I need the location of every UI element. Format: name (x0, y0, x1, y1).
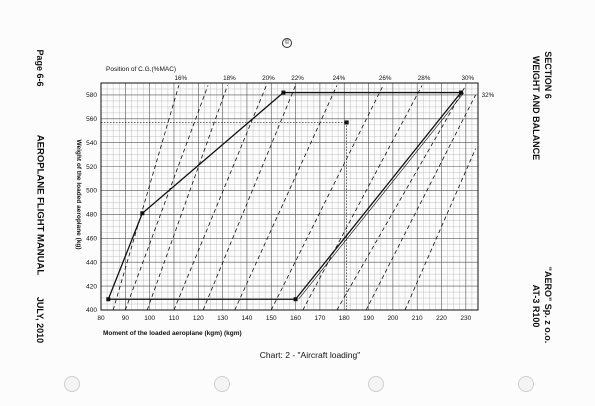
binder-hole-right (518, 376, 534, 392)
envelope-edge-offset (298, 92, 465, 300)
y-tick-label: 400 (86, 307, 97, 314)
cg-line-label: 16% (175, 75, 188, 82)
x-tick-label: 120 (193, 315, 204, 322)
axis-ticks: 80 90 100 110 120 130 140 150 160 170 180 190 200 210… (86, 92, 471, 322)
y-axis-label: Weight of the loaded aeroplane (kg) (75, 139, 82, 249)
x-tick-label: 180 (339, 315, 350, 322)
binder-hole-middle-right (368, 376, 384, 392)
cg-line (336, 85, 467, 311)
cg-line-label: 18% (223, 75, 236, 82)
x-tick-label: 190 (363, 315, 374, 322)
y-tick-label: 560 (86, 116, 97, 123)
cg-line (365, 94, 476, 311)
cg-line-end-label: 32% (482, 92, 495, 99)
envelope-vertex (458, 90, 463, 95)
y-tick-label: 460 (86, 236, 97, 243)
chart-caption: Chart: 2 - "Aircraft loading" (259, 350, 361, 360)
envelope-vertex (293, 297, 298, 302)
example-point-group (101, 120, 349, 310)
x-tick-label: 150 (266, 315, 277, 322)
page-stamp-mark: © (282, 38, 292, 48)
envelope-outline (107, 91, 463, 300)
x-tick-label: 130 (217, 315, 228, 322)
cg-lines: 16% 18% 20% 22% 24% 26% 28% 30% 32% (112, 75, 495, 311)
cg-line-label: 30% (462, 75, 475, 82)
cg-line-label: 28% (418, 75, 431, 82)
cg-line-label: 22% (291, 75, 304, 82)
cg-line (202, 85, 296, 311)
loading-envelope (106, 90, 465, 302)
x-tick-label: 230 (460, 315, 471, 322)
cg-axis-label: Position of C.G.(%MAC) (106, 66, 176, 73)
envelope-vertex (281, 90, 286, 95)
example-point (344, 120, 349, 125)
x-tick-label: 100 (144, 315, 155, 322)
cg-line (234, 85, 338, 311)
cg-line (404, 148, 476, 311)
grid-minor (101, 82, 479, 310)
x-tick-label: 160 (290, 315, 301, 322)
cg-line-label: 26% (379, 75, 392, 82)
y-tick-label: 580 (86, 92, 97, 99)
x-tick-label: 140 (242, 315, 253, 322)
cg-line-label: 24% (333, 75, 346, 82)
x-tick-label: 110 (169, 315, 180, 322)
x-tick-label: 220 (436, 315, 447, 322)
cg-line (146, 85, 228, 311)
y-tick-label: 500 (86, 188, 97, 195)
y-tick-label: 540 (86, 140, 97, 147)
x-tick-label: 90 (122, 315, 130, 322)
cg-line (302, 85, 423, 311)
cg-line (173, 85, 267, 311)
x-tick-label: 80 (97, 315, 105, 322)
envelope-vertex (106, 297, 111, 302)
x-tick-label: 170 (314, 315, 325, 322)
y-tick-label: 440 (86, 259, 97, 266)
binder-hole-left (64, 376, 80, 392)
y-tick-label: 420 (86, 283, 97, 290)
y-tick-label: 520 (86, 164, 97, 171)
binder-hole-middle-left (214, 376, 230, 392)
cg-line (124, 85, 209, 311)
cg-line-label: 20% (262, 75, 275, 82)
x-tick-label: 210 (412, 315, 423, 322)
envelope-vertex (140, 211, 145, 216)
y-tick-label: 480 (86, 212, 97, 219)
x-axis-label: Moment of the loaded aeroplane (kgm) (kg… (103, 330, 242, 337)
plot-frame (100, 82, 479, 311)
x-tick-label: 200 (387, 315, 398, 322)
